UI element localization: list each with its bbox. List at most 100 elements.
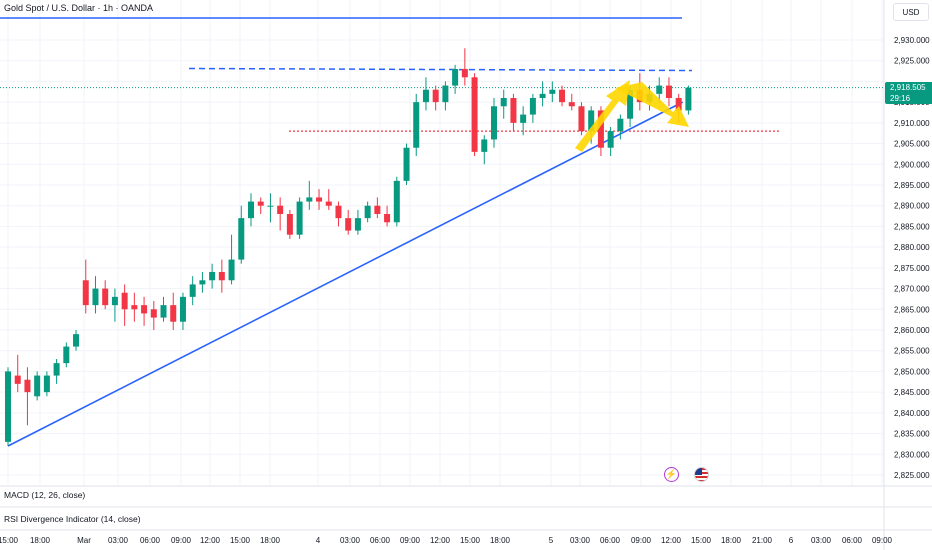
candle-body — [393, 180, 400, 223]
candle-body — [481, 139, 488, 152]
price-axis[interactable]: 2,825.000 2,830.000 2,835.000 2,840.000 2,84… — [894, 36, 930, 480]
candle-body — [160, 305, 167, 318]
candle-body — [53, 363, 60, 376]
time-tick-label: 15:00 — [691, 536, 712, 545]
time-tick-label: 09:00 — [631, 536, 652, 545]
candle-body — [597, 110, 604, 148]
candle — [102, 280, 109, 310]
price-tick-label: 2,875.000 — [894, 264, 930, 273]
candle — [665, 77, 672, 107]
down-arrow — [615, 82, 689, 127]
candle — [656, 77, 663, 103]
candle-body — [209, 272, 216, 281]
candle — [306, 180, 313, 210]
candle — [316, 189, 323, 210]
candle — [189, 276, 196, 306]
time-tick-label: 06:00 — [600, 536, 621, 545]
currency-button[interactable]: USD — [893, 3, 929, 21]
rsi-label[interactable]: RSI Divergence Indicator (14, close) — [4, 514, 141, 524]
price-tick-label: 2,895.000 — [894, 181, 930, 190]
candle — [131, 292, 138, 322]
candle-body — [539, 93, 546, 98]
candle-body — [559, 89, 566, 103]
candle — [685, 85, 692, 115]
candle — [248, 193, 254, 227]
time-tick-label: 12:00 — [430, 536, 451, 545]
candle — [325, 189, 332, 210]
candle-body — [471, 77, 478, 152]
price-tick-label: 2,905.000 — [894, 140, 930, 149]
time-tick-label: 09:00 — [872, 536, 893, 545]
candle-body — [228, 259, 235, 281]
candle-body — [141, 305, 148, 314]
time-tick-label: 18:00 — [260, 536, 281, 545]
macd-label[interactable]: MACD (12, 26, close) — [4, 490, 86, 500]
candle-body — [43, 375, 50, 393]
time-tick-label: 03:00 — [340, 536, 361, 545]
candle-body — [121, 292, 128, 310]
price-tick-label: 2,825.000 — [894, 471, 930, 480]
candle — [141, 296, 148, 326]
candle — [539, 81, 546, 107]
candle — [403, 143, 410, 185]
candle-body — [238, 218, 245, 260]
price-tick-label: 2,885.000 — [894, 222, 930, 231]
candle-body — [529, 98, 536, 115]
direction-arrows — [575, 80, 689, 152]
candle-body — [199, 280, 206, 285]
candle-body — [549, 89, 556, 94]
current-price-label: 2,918.505 29:16 — [885, 82, 932, 104]
candle — [257, 197, 264, 214]
price-tick-label: 2,910.000 — [894, 119, 930, 128]
time-tick-label: 15:00 — [230, 536, 251, 545]
candle — [14, 354, 21, 393]
time-axis[interactable]: 15:00 18:00 Mar 03:00 06:00 09:00 12:00 15:00 18… — [0, 536, 893, 545]
candle-body — [257, 201, 264, 206]
trendline — [7, 101, 684, 447]
us-flag-icon[interactable] — [694, 467, 709, 482]
candle — [335, 201, 342, 227]
candle — [53, 359, 60, 384]
candle — [209, 263, 216, 289]
candle-body — [267, 205, 274, 207]
candle-body — [189, 284, 196, 297]
time-tick-label: 06:00 — [140, 536, 161, 545]
candle-body — [218, 272, 225, 281]
candle-body — [461, 69, 468, 78]
chart-title: Gold Spot / U.S. Dollar · 1h · OANDA — [4, 3, 154, 13]
price-tick-label: 2,930.000 — [894, 36, 930, 45]
time-tick-label: 18:00 — [490, 536, 511, 545]
candle — [471, 73, 478, 156]
candle-body — [432, 89, 439, 103]
candle — [432, 85, 439, 111]
candle-body — [316, 197, 323, 202]
candle — [520, 106, 527, 136]
candle-body — [500, 98, 507, 107]
candle — [170, 292, 177, 330]
time-tick-label: 6 — [789, 536, 794, 545]
lightning-icon[interactable]: ⚡ — [664, 467, 679, 482]
candle — [121, 284, 128, 326]
resistance-line — [188, 67, 693, 72]
candle-body — [325, 201, 332, 206]
price-tick-label: 2,925.000 — [894, 57, 930, 66]
candle — [559, 85, 566, 107]
price-tick-label: 2,865.000 — [894, 305, 930, 314]
candle — [296, 197, 303, 239]
time-tick-label: 03:00 — [108, 536, 129, 545]
candle-body — [111, 296, 118, 306]
candle-body — [617, 118, 624, 132]
time-tick-label: 15:00 — [460, 536, 481, 545]
candle — [199, 272, 206, 293]
candle-body — [374, 205, 381, 214]
candle — [578, 102, 585, 136]
price-tick-label: 2,845.000 — [894, 388, 930, 397]
candle-body — [82, 280, 89, 306]
candle-body — [277, 205, 284, 214]
candle-countdown: 29:16 — [890, 94, 911, 103]
candle — [218, 259, 225, 293]
current-price-value: 2,918.505 — [890, 83, 926, 92]
candle — [34, 371, 41, 401]
